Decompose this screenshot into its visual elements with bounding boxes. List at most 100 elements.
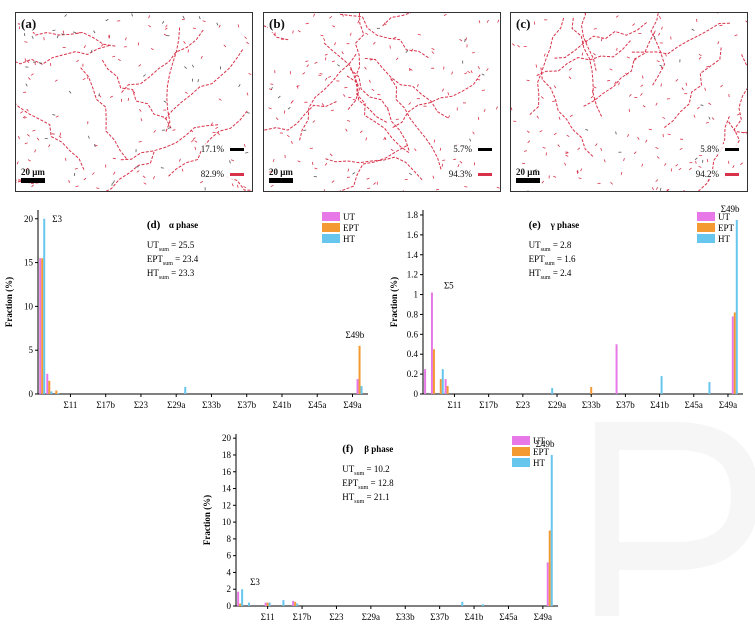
boundary-segment [569,67,572,71]
x-tick-label: Σ23 [516,400,531,410]
boundary-segment [165,24,168,28]
boundary-segment [61,33,65,35]
boundary-segment [30,73,34,76]
boundary-segment [577,170,579,174]
boundary-segment [553,175,557,178]
boundary-segment [389,45,391,49]
boundary-segment [314,61,318,64]
boundary-segment [303,129,307,132]
y-tick-label: 1.2 [407,270,418,280]
boundary-segment [395,57,399,61]
boundary-segment [311,161,314,165]
boundary-segment [414,148,417,152]
boundary-segment [675,164,679,167]
boundary-segment [655,102,658,106]
legend-label-ut: UT [533,436,545,446]
y-tick-label: 10 [24,301,34,311]
y-tick-label: 10 [222,517,232,527]
boundary-segment [24,58,27,62]
scale-bar-a [21,178,45,183]
boundary-segment [163,33,167,36]
legend-swatch-ht [512,458,530,467]
boundary-segment [632,23,635,26]
boundary-segment [697,106,700,110]
boundary-segment [136,170,140,173]
bar-ht-Σ41c [481,604,484,606]
annotation-first-peak: Σ3 [52,214,62,224]
boundary-segment [691,28,695,31]
bar-ht-Σ49b [550,454,553,606]
boundary-segment [313,13,316,17]
y-tick-label: 12 [222,500,231,510]
boundary-segment [215,126,219,130]
bar-ht-Σ45c [708,382,711,394]
boundary-segment [486,19,489,23]
boundary-segment [245,152,249,154]
boundary-segment [540,96,544,99]
legend-label-ht: HT [343,234,355,244]
boundary-segment [72,31,77,34]
boundary-segment [269,171,273,173]
boundary-segment [443,13,447,16]
boundary-segment [431,48,435,50]
boundary-segment [459,160,463,164]
boundary-segment [566,134,570,138]
x-tick-label: Σ41b [650,400,669,410]
boundary-segment [526,79,530,82]
bar-ut-Σ5 [430,292,433,394]
bar-ht-Σ3 [43,218,46,394]
boundary-segment [626,56,630,59]
grain-boundary-trace [16,23,116,47]
x-tick-label: Σ45a [685,400,703,410]
boundary-segment [393,36,397,39]
boundary-segment [377,93,381,96]
boundary-segment [526,130,530,134]
boundary-segment [595,143,598,147]
grain-boundary-trace [391,74,481,129]
boundary-segment [246,112,250,114]
boundary-segment [194,140,198,143]
boundary-segment [648,128,652,131]
y-tick-label: 6 [227,551,232,561]
boundary-segment [720,84,723,88]
bar-ept-Σ17a [294,601,297,606]
boundary-segment [24,142,28,145]
grain-boundary-trace [338,13,429,59]
bar-ht-Σ11 [268,602,271,606]
grain-boundary-trace [225,176,252,191]
boundary-segment [238,84,241,88]
black-fraction-row-a: 17.1% [200,144,244,154]
boundary-segment [332,25,336,28]
boundary-segment [302,72,306,75]
boundary-segment [82,77,86,81]
y-tick-label: 0.2 [407,369,418,379]
sum-annotation-UT: UTsum = 2.8 [529,240,572,253]
boundary-segment [667,133,671,136]
boundary-segment [270,184,274,188]
boundary-segment [439,147,442,151]
y-tick-label: 1.8 [407,210,419,220]
boundary-segment [55,115,59,118]
boundary-segment [132,90,136,94]
boundary-segment [603,159,606,163]
boundary-segment [290,140,293,144]
boundary-segment [576,170,579,174]
boundary-segment [31,184,34,188]
bar-ut-Σ3 [39,258,42,394]
boundary-segment [32,129,36,132]
boundary-segment [411,48,414,52]
red-fraction-row-a: 82.9% [200,169,244,179]
panel-tag-c: (c) [515,16,532,32]
black-fraction-c: 5.8% [700,144,719,154]
boundary-segment [593,52,596,56]
boundary-segment [371,88,375,92]
boundary-segment [331,60,335,63]
boundary-segment [642,75,644,79]
bar-ut-Σ9 [444,379,447,394]
boundary-segment [600,38,603,42]
boundary-segment [552,100,556,103]
boundary-segment [593,86,597,89]
boundary-segment [163,100,167,103]
boundary-segment [641,163,643,167]
boundary-segment [64,14,67,17]
